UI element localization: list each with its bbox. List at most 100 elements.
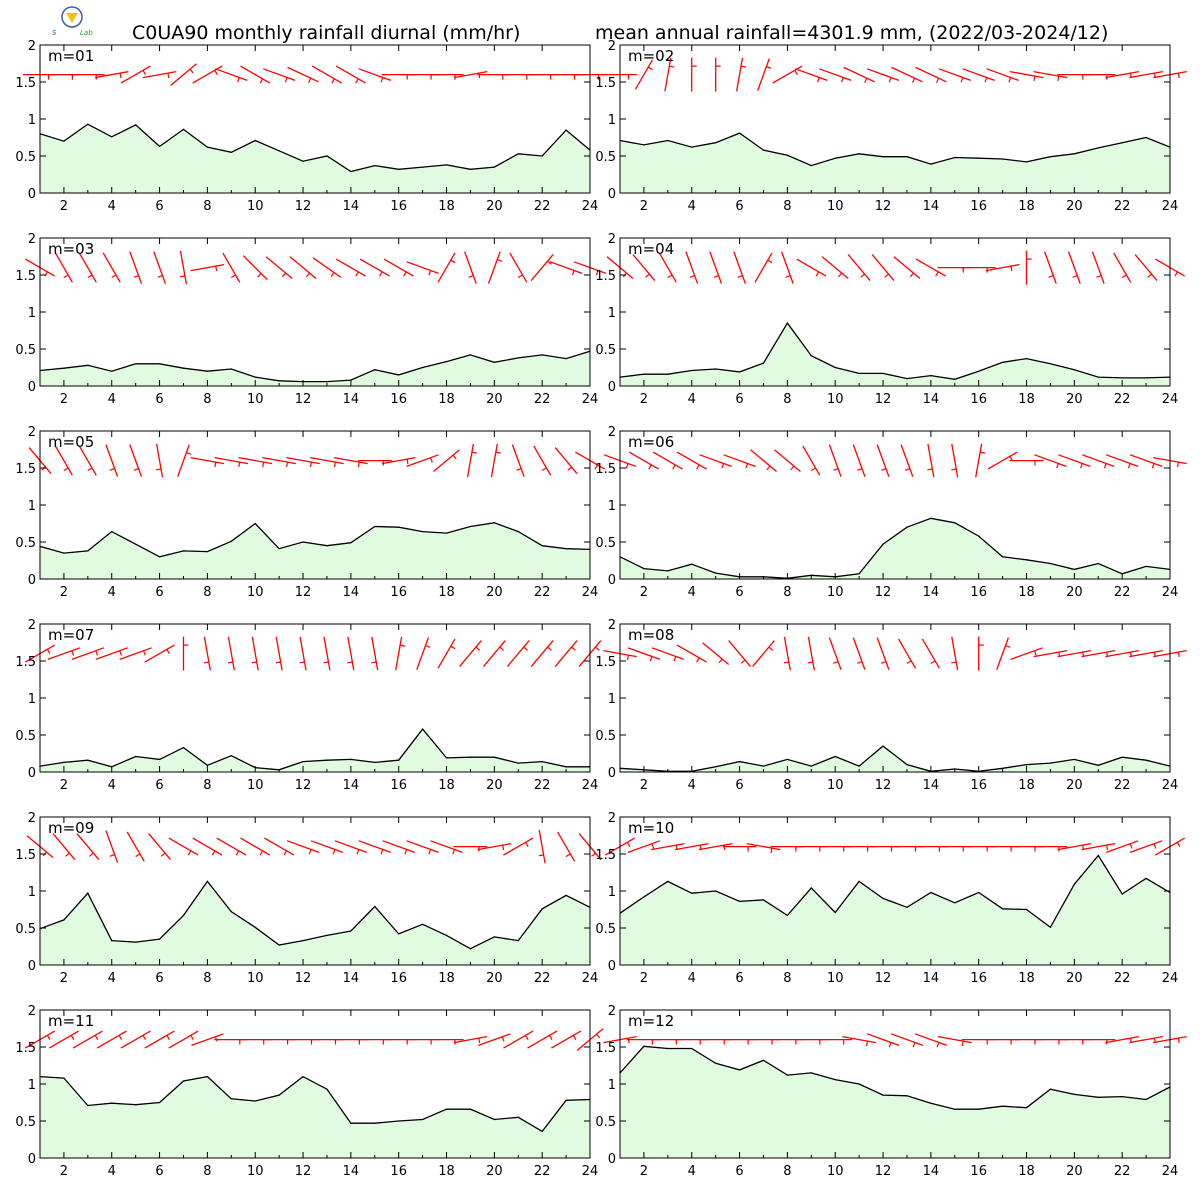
wind-barb xyxy=(177,444,190,477)
panel-month-label: m=07 xyxy=(48,626,94,644)
wind-barb-tick xyxy=(428,849,432,855)
rainfall-point xyxy=(445,1108,448,1110)
wind-barb xyxy=(1129,649,1163,658)
wind-barb xyxy=(262,456,297,465)
wind-barb xyxy=(658,252,677,283)
wind-barb xyxy=(1033,649,1068,658)
wind-barb-tick xyxy=(713,275,719,278)
wind-barb-tick xyxy=(452,454,457,460)
x-tick-label: 4 xyxy=(688,585,696,600)
wind-barb xyxy=(828,637,842,670)
x-tick-label: 18 xyxy=(438,585,455,600)
wind-barb xyxy=(783,636,791,671)
wind-barb-tick xyxy=(257,273,262,278)
wind-barb-tick xyxy=(189,68,194,74)
wind-barb-tick xyxy=(259,850,264,856)
wind-barb-tick xyxy=(906,660,912,665)
wind-barb-tick xyxy=(770,848,773,854)
x-tick-label: 10 xyxy=(827,199,844,214)
wind-barb xyxy=(937,1035,972,1044)
rainfall-point xyxy=(230,1098,232,1100)
wind-barb xyxy=(323,636,331,671)
rainfall-point xyxy=(1049,926,1051,928)
x-tick-label: 18 xyxy=(1018,392,1035,407)
x-tick-label: 16 xyxy=(970,1164,987,1179)
wind-barb xyxy=(807,636,815,671)
rainfall-point xyxy=(469,168,471,170)
rainfall-point xyxy=(111,136,113,138)
x-tick-label: 6 xyxy=(735,778,743,793)
wind-barb-tick xyxy=(927,468,933,471)
rainfall-area xyxy=(40,1076,590,1158)
rainfall-point xyxy=(739,1069,741,1071)
wind-barb xyxy=(406,261,439,275)
wind-barb xyxy=(1057,649,1092,658)
rainfall-point xyxy=(786,322,789,324)
rainfall-point xyxy=(786,914,789,917)
wind-barb xyxy=(72,1030,103,1049)
rainfall-point xyxy=(954,902,956,904)
wind-barb xyxy=(482,640,506,668)
y-tick-label: 1 xyxy=(608,1078,616,1093)
wind-barb-tick xyxy=(450,645,456,650)
wind-barb-tick xyxy=(143,650,146,656)
y-tick-label: 2 xyxy=(28,425,36,440)
rainfall-point xyxy=(517,762,519,764)
y-tick-label: 2 xyxy=(28,618,36,633)
x-tick-label: 12 xyxy=(295,971,312,986)
rainfall-point xyxy=(230,755,232,757)
rainfall-point xyxy=(182,914,185,917)
rainfall-point xyxy=(691,563,693,565)
rainfall-line xyxy=(39,728,590,771)
x-tick-label: 10 xyxy=(247,1164,264,1179)
rainfall-point xyxy=(1073,153,1075,155)
x-tick-label: 2 xyxy=(60,392,68,407)
x-tick-label: 14 xyxy=(923,392,940,407)
wind-barb xyxy=(975,443,983,478)
wind-barb xyxy=(847,254,871,282)
x-tick-label: 14 xyxy=(343,199,360,214)
wind-barb-tick xyxy=(689,275,695,278)
wind-barb-tick xyxy=(305,272,311,278)
wind-barb xyxy=(478,1033,511,1047)
rainfall-point xyxy=(930,163,932,165)
rainfall-point xyxy=(858,765,860,767)
rainfall-point xyxy=(445,532,448,534)
wind-barb xyxy=(487,251,501,284)
wind-barb-tick xyxy=(888,77,892,83)
rainfall-point xyxy=(930,375,932,377)
wind-barb-tick xyxy=(262,461,265,468)
wind-barb-tick xyxy=(538,854,544,857)
wind-barb xyxy=(287,66,319,83)
wind-barb xyxy=(723,454,756,468)
wind-barb-tick xyxy=(912,1042,916,1048)
rainfall-point xyxy=(978,1108,980,1110)
rainfall-point xyxy=(1121,1096,1123,1098)
wind-barb xyxy=(506,640,530,668)
wind-barb xyxy=(96,1030,127,1049)
wind-barb-tick xyxy=(909,272,914,278)
wind-barb-tick xyxy=(166,1035,170,1040)
panel-month-label: m=06 xyxy=(628,433,674,451)
x-tick-label: 4 xyxy=(108,585,116,600)
wind-barb xyxy=(216,837,247,856)
rainfall-point xyxy=(517,1116,519,1118)
rainfall-point xyxy=(230,368,232,370)
wind-barb-tick xyxy=(838,272,843,278)
wind-barb xyxy=(383,258,414,277)
wind-barb-tick xyxy=(1056,463,1059,469)
wind-barb-tick xyxy=(740,65,747,68)
rainfall-point xyxy=(1097,147,1099,149)
wind-barb xyxy=(554,447,578,475)
x-tick-label: 20 xyxy=(486,778,503,793)
rainfall-point xyxy=(978,157,980,159)
rainfall-point xyxy=(326,934,328,937)
x-tick-label: 20 xyxy=(1066,778,1083,793)
wind-barb xyxy=(890,1033,924,1047)
wind-barb xyxy=(676,644,707,663)
x-tick-label: 14 xyxy=(343,971,360,986)
wind-barb-tick xyxy=(283,850,288,856)
rainfall-point xyxy=(906,156,908,158)
rainfall-point xyxy=(810,574,812,576)
